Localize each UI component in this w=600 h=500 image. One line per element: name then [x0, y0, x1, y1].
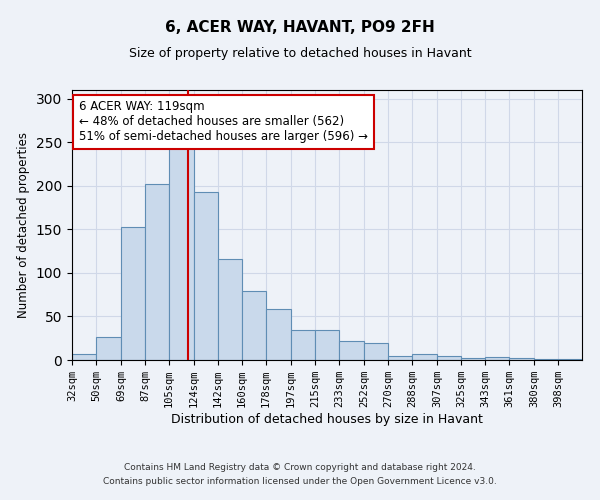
Bar	[169, 142, 194, 360]
Text: 6 ACER WAY: 119sqm
← 48% of detached houses are smaller (562)
51% of semi-detach: 6 ACER WAY: 119sqm ← 48% of detached hou…	[79, 100, 368, 144]
Bar	[291, 330, 315, 360]
Bar	[437, 356, 461, 360]
Text: Size of property relative to detached houses in Havant: Size of property relative to detached ho…	[128, 48, 472, 60]
Text: Contains HM Land Registry data © Crown copyright and database right 2024.: Contains HM Land Registry data © Crown c…	[124, 464, 476, 472]
Bar	[72, 354, 96, 360]
Bar	[145, 184, 169, 360]
Bar	[96, 338, 121, 360]
Text: 6, ACER WAY, HAVANT, PO9 2FH: 6, ACER WAY, HAVANT, PO9 2FH	[165, 20, 435, 35]
Bar	[194, 192, 218, 360]
Text: Contains public sector information licensed under the Open Government Licence v3: Contains public sector information licen…	[103, 477, 497, 486]
Bar	[266, 310, 291, 360]
Bar	[121, 226, 145, 360]
Y-axis label: Number of detached properties: Number of detached properties	[17, 132, 31, 318]
Bar	[339, 341, 364, 360]
Bar	[534, 359, 558, 360]
Bar	[509, 358, 534, 360]
Bar	[242, 291, 266, 360]
Bar	[412, 354, 437, 360]
Bar	[558, 359, 582, 360]
Bar	[315, 330, 339, 360]
Bar	[218, 259, 242, 360]
X-axis label: Distribution of detached houses by size in Havant: Distribution of detached houses by size …	[171, 413, 483, 426]
Bar	[485, 356, 509, 360]
Bar	[388, 356, 412, 360]
Bar	[461, 358, 485, 360]
Bar	[364, 342, 388, 360]
